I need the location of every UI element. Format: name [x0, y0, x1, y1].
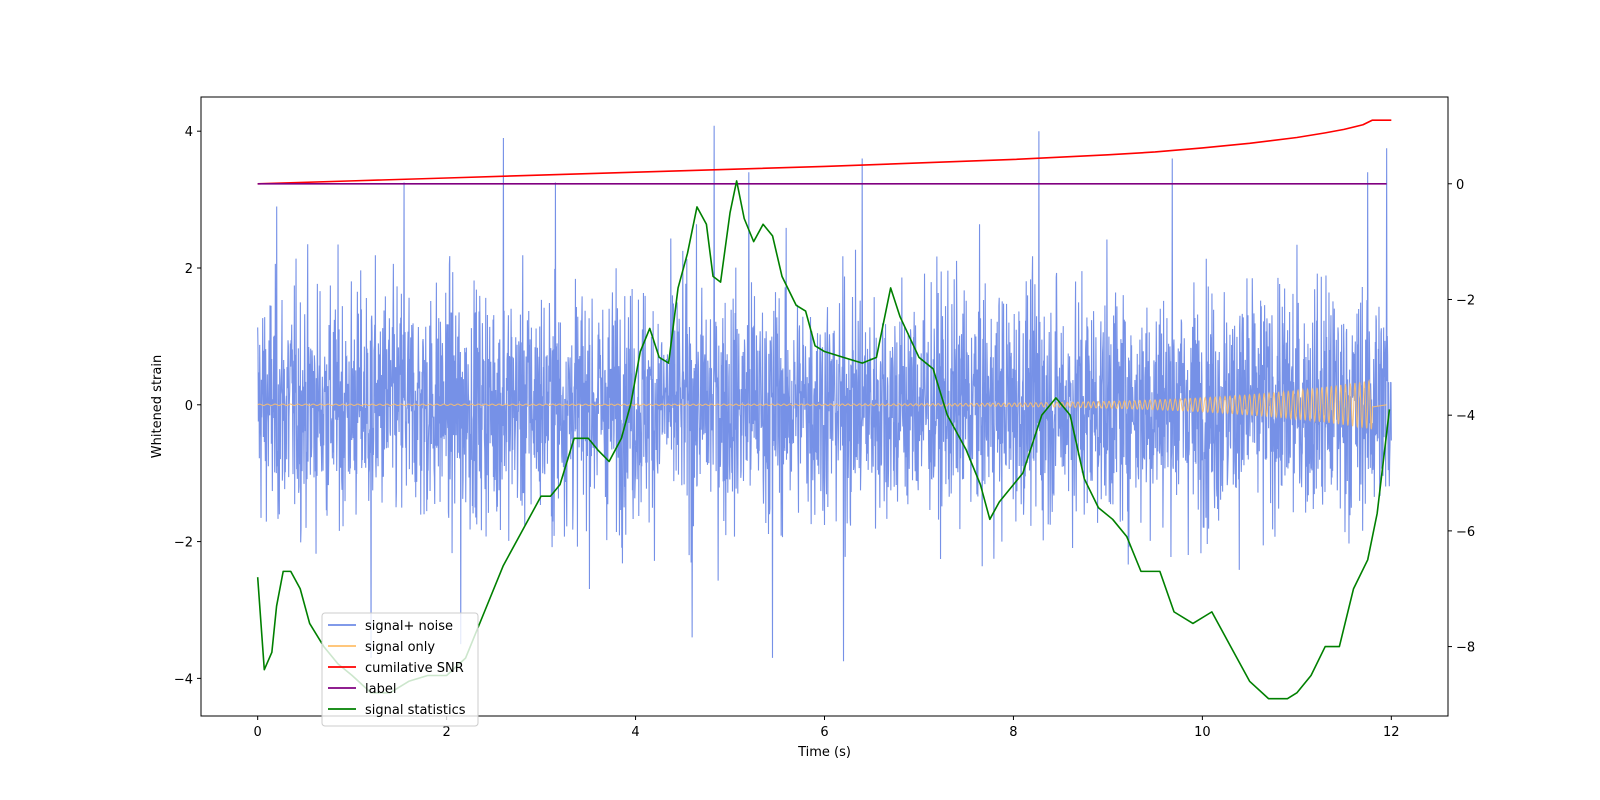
series-signal-noise-line — [257, 125, 1392, 662]
x-tick-label: 4 — [631, 725, 639, 740]
series-layer — [256, 119, 1392, 700]
y-tick-label: −4 — [174, 672, 193, 687]
series-signal-only-line — [257, 378, 1387, 430]
y2-tick-label: 0 — [1456, 178, 1464, 193]
x-tick-label: 12 — [1383, 725, 1400, 740]
y-tick-label: 0 — [185, 399, 193, 414]
y-axis-label: Whitened strain — [150, 355, 165, 458]
x-tick-label: 10 — [1194, 725, 1211, 740]
y-axis-left: −4 −2 0 2 4 — [174, 125, 201, 687]
y-tick-label: 2 — [185, 262, 193, 277]
y2-tick-label: −8 — [1456, 641, 1475, 656]
x-tick-label: 2 — [442, 725, 450, 740]
y2-tick-label: −4 — [1456, 409, 1475, 424]
series-cumilative-snr-line — [257, 119, 1392, 185]
legend: signal+ noise signal only cumilative SNR la… — [321, 612, 479, 727]
legend-label: signal only — [365, 640, 435, 655]
y-axis-right: −8 −6 −4 −2 0 — [1448, 178, 1475, 656]
x-tick-label: 8 — [1009, 725, 1017, 740]
x-tick-label: 0 — [254, 725, 262, 740]
y2-tick-label: −2 — [1456, 293, 1475, 308]
legend-label: signal statistics — [365, 703, 466, 718]
y-tick-label: 4 — [185, 125, 193, 140]
x-axis-label: Time (s) — [797, 745, 851, 760]
y-tick-label: −2 — [174, 536, 193, 551]
x-tick-label: 6 — [820, 725, 828, 740]
legend-label: signal+ noise — [365, 619, 453, 634]
legend-label: cumilative SNR — [365, 661, 464, 676]
legend-box — [321, 612, 479, 727]
y2-tick-label: −6 — [1456, 525, 1475, 540]
legend-label: label — [365, 682, 396, 697]
